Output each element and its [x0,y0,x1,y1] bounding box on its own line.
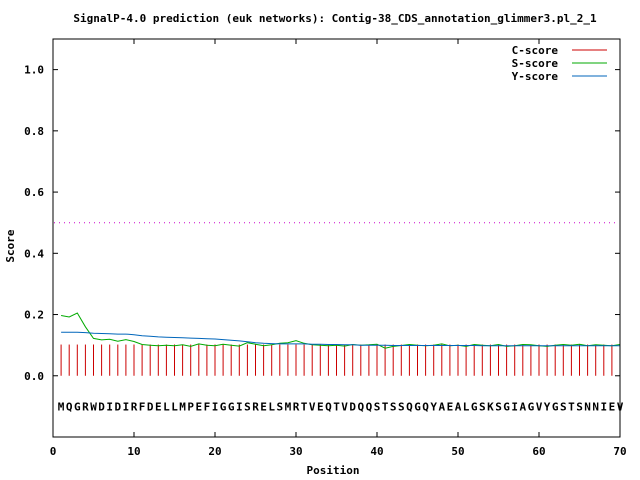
sequence-letter: T [333,400,340,413]
x-tick-label: 40 [370,445,383,458]
sequence-letter: T [568,400,575,413]
sequence-letter: F [204,400,211,413]
sequence-letter: D [98,400,105,413]
sequence-letter: M [58,400,65,413]
sequence-letter: E [155,400,162,413]
sequence-letter: V [341,400,348,413]
sequence-letter: E [195,400,202,413]
sequence-letter: R [293,400,300,413]
x-tick-label: 20 [208,445,221,458]
sequence-letter: D [114,400,121,413]
x-tick-label: 70 [613,445,626,458]
sequence-letter: E [317,400,324,413]
sequence-letter: Q [366,400,373,413]
x-axis-label: Position [307,464,360,477]
sequence-letter: M [179,400,186,413]
sequence-letter: S [398,400,405,413]
y-score-line [61,331,620,347]
y-tick-label: 0.8 [24,125,44,138]
sequence-letter: T [301,400,308,413]
sequence-letter: Q [325,400,332,413]
sequence-letter: S [560,400,567,413]
sequence-letter: D [349,400,356,413]
y-tick-label: 1.0 [24,64,44,77]
sequence-letter: G [220,400,227,413]
sequence-letter: Q [406,400,413,413]
sequence-letter: G [503,400,510,413]
sequence-letter: S [479,400,486,413]
sequence-letter: S [495,400,502,413]
y-tick-label: 0.4 [24,247,44,260]
sequence-letter: I [600,400,607,413]
sequence-letter: L [171,400,178,413]
s-score-line [61,312,621,349]
sequence-letter: G [74,400,81,413]
sequence-letter: F [139,400,146,413]
sequence-letter: N [584,400,591,413]
sequence-letter: W [90,400,97,413]
x-tick-label: 50 [451,445,464,458]
sequence-letter: T [382,400,389,413]
sequence-letter: I [106,400,113,413]
sequence-letter: I [236,400,243,413]
legend-label-y-score: Y-score [512,70,559,83]
y-axis-label: Score [4,229,17,262]
x-tick-label: 30 [289,445,302,458]
sequence-letter: R [82,400,89,413]
sequence-letter: L [463,400,470,413]
sequence-letter: G [228,400,235,413]
sequence-letter: G [471,400,478,413]
sequence-letter: V [536,400,543,413]
sequence-letter: G [528,400,535,413]
x-tick-label: 0 [50,445,57,458]
sequence-letter: Q [66,400,73,413]
sequence-letter: S [244,400,251,413]
sequence-letter: L [268,400,275,413]
legend-label-s-score: S-score [512,57,559,70]
sequence-letter: Y [544,400,551,413]
x-tick-label: 10 [127,445,140,458]
sequence-letter: E [260,400,267,413]
sequence-letter: Q [422,400,429,413]
sequence-letter: M [285,400,292,413]
sequence-letter: G [552,400,559,413]
sequence-letter: G [414,400,421,413]
sequence-letter: S [374,400,381,413]
sequence-letter: S [576,400,583,413]
sequence-letter: K [487,400,494,413]
sequence-letter: R [252,400,259,413]
sequence-letter: I [123,400,130,413]
y-tick-label: 0.2 [24,309,44,322]
y-tick-label: 0.6 [24,186,44,199]
sequence-letter: V [309,400,316,413]
sequence-letter: D [147,400,154,413]
legend-label-c-score: C-score [512,44,559,57]
sequence-letter: Y [430,400,437,413]
x-tick-label: 60 [532,445,545,458]
sequence-letter: R [131,400,138,413]
sequence-letter: L [163,400,170,413]
sequence-letter: A [438,400,445,413]
chart-title: SignalP-4.0 prediction (euk networks): C… [73,12,597,25]
sequence-letter: S [276,400,283,413]
sequence-letter: E [447,400,454,413]
sequence-letter: A [519,400,526,413]
plot-frame [52,38,621,438]
y-tick-label: 0.0 [24,370,44,383]
sequence-letter: I [212,400,219,413]
sequence-letter: Q [357,400,364,413]
sequence-letter: A [455,400,462,413]
sequence-letter: P [187,400,194,413]
sequence-letter: N [592,400,599,413]
sequence-letter: I [511,400,518,413]
sequence-letter: S [390,400,397,413]
sequence-letter: E [609,400,616,413]
